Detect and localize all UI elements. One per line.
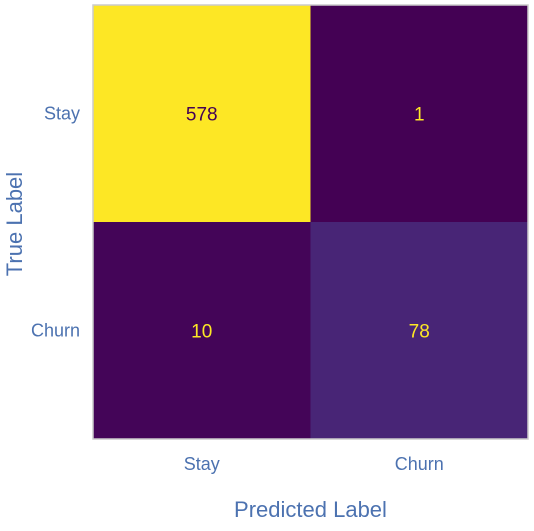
y-tick-label-stay: Stay	[44, 104, 80, 124]
heatmap-cell-churn-churn	[310, 222, 529, 440]
heatmap-cell-churn-stay	[93, 222, 311, 440]
cell-value-labels: 578 1 10 78	[186, 105, 430, 343]
y-tick-labels: Stay Churn	[31, 104, 80, 341]
x-axis-label: Predicted Label	[234, 497, 387, 522]
x-tick-label-churn: Churn	[395, 454, 444, 474]
heatmap-cell-stay-churn	[310, 5, 529, 223]
cell-value-churn-churn: 78	[409, 322, 430, 343]
cell-value-stay-stay: 578	[186, 105, 218, 126]
heatmap-cell-stay-stay	[93, 5, 311, 223]
plot-frame	[92, 4, 529, 440]
y-tick-label-churn: Churn	[31, 321, 80, 341]
heatmap-cells	[93, 5, 529, 440]
x-tick-labels: Stay Churn	[184, 454, 444, 474]
cell-value-stay-churn: 1	[414, 105, 425, 126]
cell-value-churn-stay: 10	[191, 322, 212, 343]
x-tick-label-stay: Stay	[184, 454, 220, 474]
y-axis-label: True Label	[2, 172, 27, 276]
